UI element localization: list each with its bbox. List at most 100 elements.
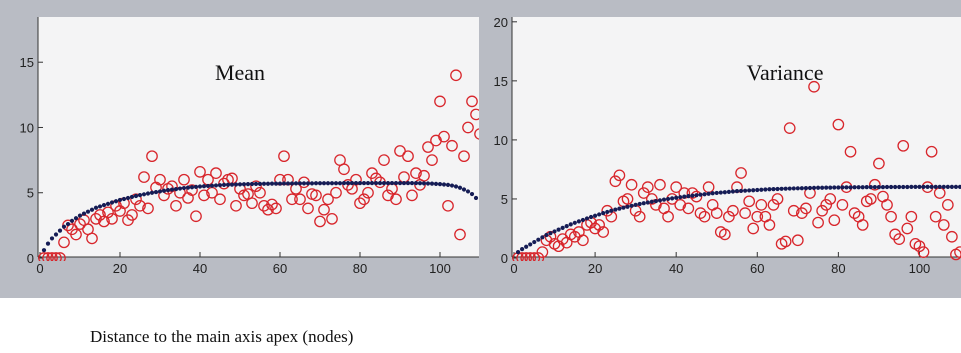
data-point-model [767,187,772,192]
data-point-model [532,239,537,245]
data-point-observed [869,178,881,191]
data-point-observed [94,209,106,221]
data-point-observed [302,202,314,215]
data-point-observed [186,184,198,196]
data-point-model [799,186,804,191]
data-point-model [77,213,83,218]
data-point-observed [170,199,182,212]
y-tick-label: 0 [27,251,34,266]
data-point-observed [735,167,747,179]
data-point-model [698,192,703,197]
data-point-model [556,227,561,232]
data-point-observed [577,234,589,247]
data-point-observed [954,246,961,258]
data-point-model [41,248,47,253]
data-point-model [65,221,71,227]
data-point-model [811,185,817,190]
data-point-observed [90,212,102,225]
data-point-model [413,180,419,186]
data-point-observed [532,252,545,261]
data-point-observed [913,240,926,253]
data-point-observed [38,252,50,261]
data-point-model [734,189,740,194]
data-point-observed [342,179,354,191]
data-point-observed [654,178,666,191]
data-point-model [169,187,175,192]
data-point-model [921,184,926,190]
data-point-model [609,208,614,213]
data-point-model [601,211,606,216]
data-point-model [329,181,335,186]
data-point-model [205,183,211,189]
data-point-model [337,181,343,186]
data-point-observed [466,95,478,108]
data-point-observed [210,167,222,180]
x-tick-label: 40 [193,261,207,276]
data-point-observed [808,80,820,93]
data-point-model [173,186,179,192]
data-point-model [345,180,351,186]
data-point-model [53,232,59,237]
data-point-observed [106,212,118,225]
data-point-model [670,196,675,201]
data-point-observed [250,180,262,193]
data-point-model [913,184,918,190]
data-point-observed [474,128,479,140]
data-point-model [775,186,780,192]
data-point-model [261,181,267,186]
data-point-model [937,184,942,190]
data-point-observed [330,186,342,199]
data-point-model [844,185,849,190]
data-point-model [181,185,187,191]
data-point-observed [873,157,885,170]
data-point-model [702,192,707,197]
data-point-model [641,201,646,206]
data-point-observed [362,186,374,199]
data-point-observed [625,178,638,191]
data-point-model [540,235,545,240]
data-point-observed [751,210,764,223]
data-point-model [49,236,55,241]
data-point-model [57,228,63,233]
data-point-model [437,182,443,187]
y-tick-label: 20 [494,15,508,30]
data-point-model [313,181,319,186]
data-point-model [738,188,744,194]
data-point-model [293,181,299,186]
x-tick-label: 80 [353,261,367,276]
data-point-model [265,181,271,186]
data-point-model [864,185,869,190]
data-point-model [109,200,115,205]
chart-title: Mean [215,60,265,85]
data-point-model [449,183,455,188]
data-point-model [592,213,598,218]
data-point-model [333,181,339,186]
data-point-model [617,206,622,211]
data-point-model [803,185,809,191]
data-point-model [465,189,471,194]
data-point-observed [230,199,242,212]
data-point-model [193,184,199,189]
data-point-model [305,181,311,186]
data-point-observed [779,235,792,248]
data-point-observed [925,145,938,158]
data-point-model [385,180,391,186]
data-point-model [730,189,736,194]
data-point-observed [633,210,646,223]
data-point-model [133,193,139,199]
data-point-observed [524,252,537,261]
data-point-model [909,184,914,190]
x-tick-label: 0 [510,261,517,276]
data-point-observed [597,226,610,238]
data-point-model [221,182,227,188]
data-point-model [165,188,171,193]
marks [512,80,961,261]
data-point-model [905,184,910,190]
data-point-model [177,186,183,191]
data-point-model [145,191,151,196]
data-point-model [848,185,853,190]
data-point-model [117,197,123,203]
data-point-observed [723,210,735,223]
x-tick-label: 20 [588,261,602,276]
data-point-observed [646,193,658,205]
